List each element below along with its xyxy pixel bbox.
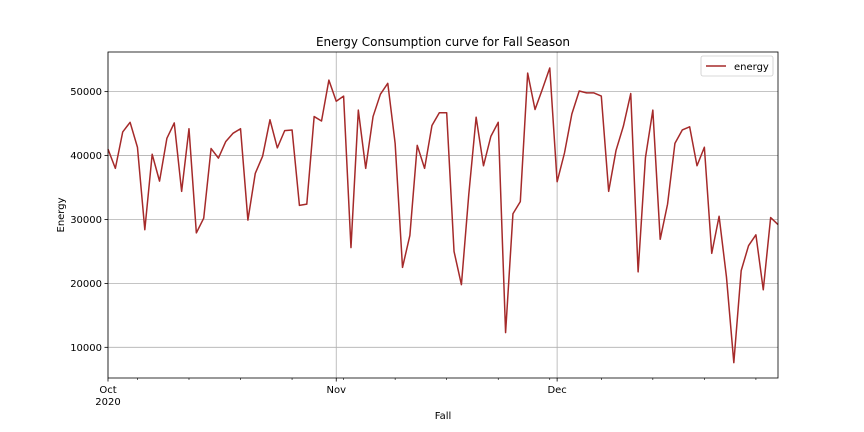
legend-box [700,55,774,77]
chart-title: Energy Consumption curve for Fall Season [316,35,570,49]
x-axis-label: Fall [435,411,452,422]
y-tick-label: 40000 [70,151,102,162]
series-line-energy [107,67,779,364]
y-tick-label: 20000 [70,279,102,290]
y-tick-label: 50000 [70,87,102,98]
x-tick-sublabel: 2020 [95,397,120,408]
x-tick-label: Oct [99,385,116,396]
x-tick-label: Dec [547,385,566,396]
y-tick-label: 30000 [70,215,102,226]
x-tick-label: Nov [326,385,346,396]
plot-frame [107,51,779,379]
series-lines [107,67,779,364]
y-axis-ticks: 10000 20000 30000 40000 50000 [70,87,108,354]
legend: energy [700,55,774,77]
y-tick-label: 10000 [70,343,102,354]
legend-label-energy: energy [734,62,769,73]
y-axis-label: Energy [56,197,67,232]
